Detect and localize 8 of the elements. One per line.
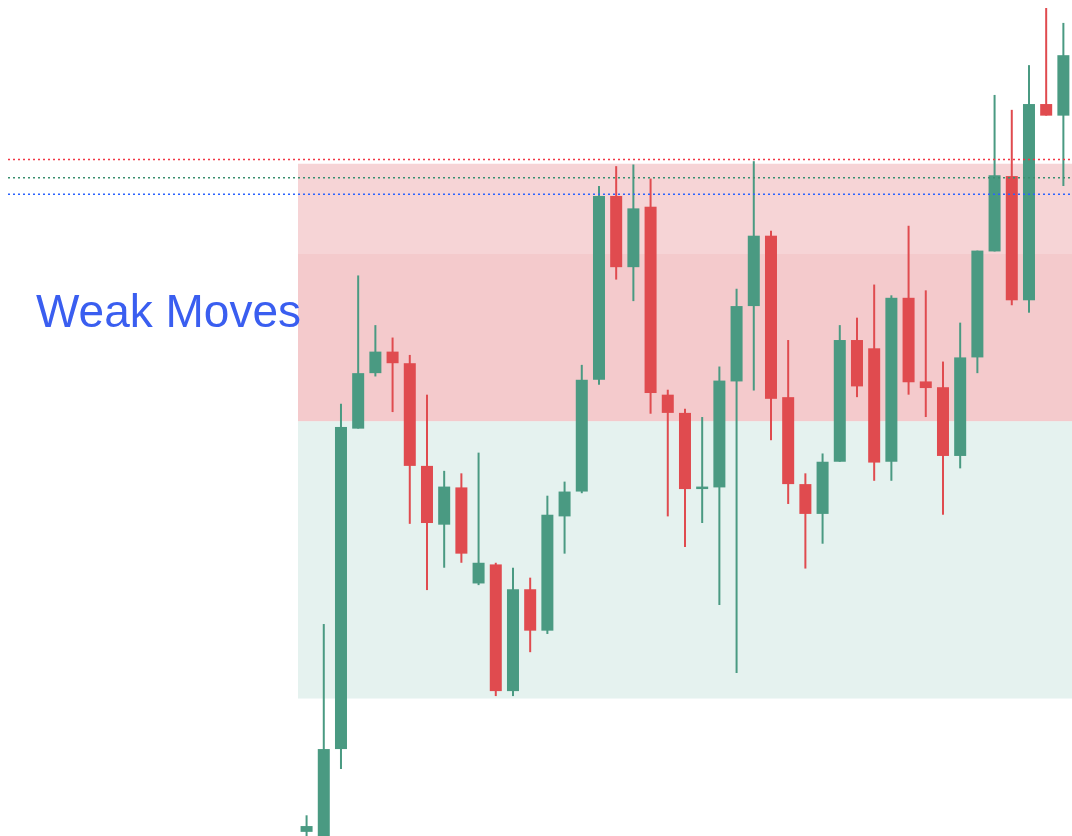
candlestick [1040,8,1053,117]
candlestick [472,451,485,587]
candlestick [300,814,313,836]
candlestick [919,289,932,419]
candlestick [386,336,399,414]
candlestick [369,324,382,378]
text: Weak Moves [36,284,302,338]
candlestick [661,388,674,518]
